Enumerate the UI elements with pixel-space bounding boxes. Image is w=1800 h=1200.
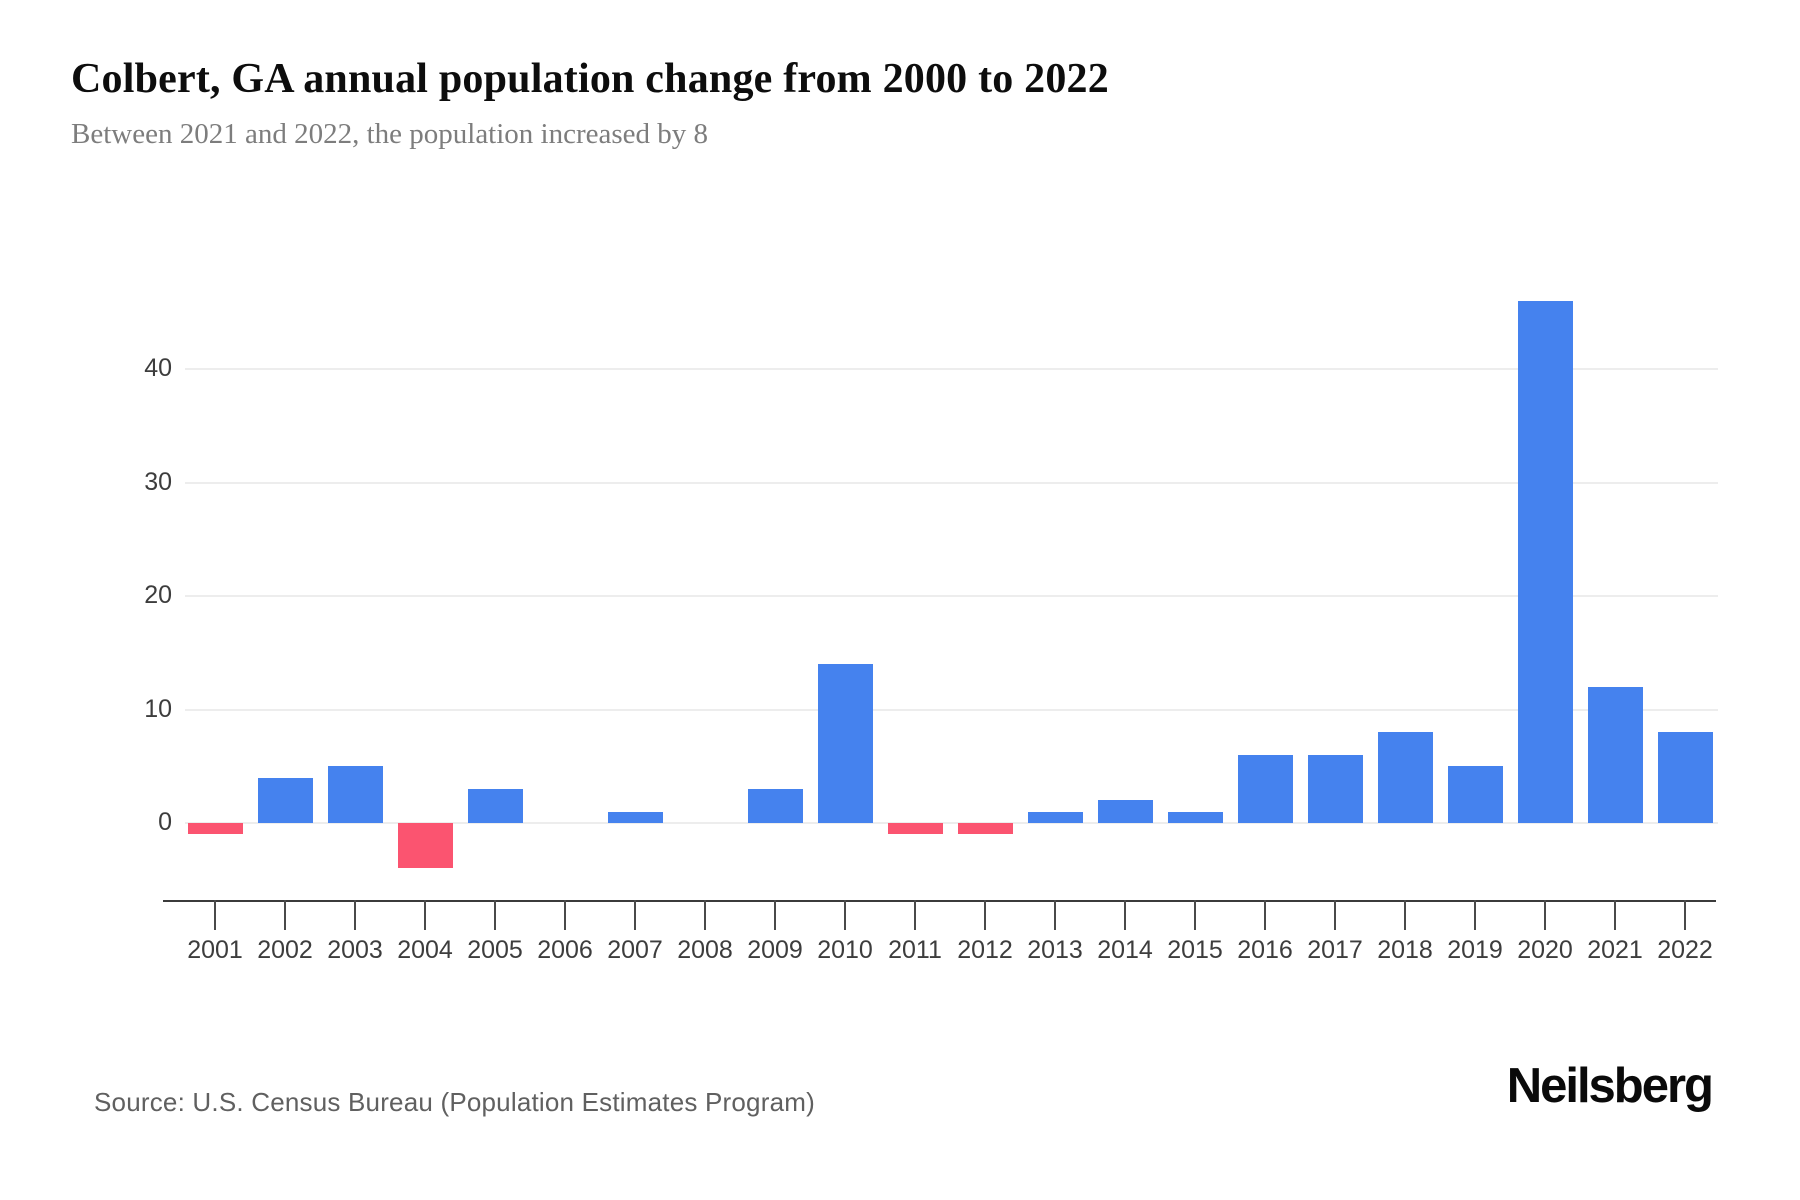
bar-2003 <box>327 766 383 823</box>
x-axis-label-2016: 2016 <box>1237 936 1293 964</box>
x-axis-label-2012: 2012 <box>957 936 1013 964</box>
chart-subtitle: Between 2021 and 2022, the population in… <box>71 118 709 150</box>
y-axis-label-0: 0 <box>158 808 172 836</box>
x-tick-2013 <box>1054 900 1056 930</box>
bar-2015 <box>1167 811 1223 823</box>
bar-2005 <box>467 788 523 823</box>
x-axis-label-2001: 2001 <box>187 936 243 964</box>
bar-2002 <box>257 777 313 823</box>
bar-2011 <box>887 823 943 835</box>
bar-2001 <box>187 823 243 835</box>
bar-2014 <box>1097 800 1153 823</box>
x-axis-label-2008: 2008 <box>677 936 733 964</box>
x-tick-2014 <box>1124 900 1126 930</box>
gridline-30 <box>185 481 1718 484</box>
bar-2021 <box>1587 686 1643 823</box>
y-axis-label-40: 40 <box>144 354 172 382</box>
y-axis-label-10: 10 <box>144 694 172 723</box>
bar-2004 <box>397 823 453 869</box>
x-axis-label-2014: 2014 <box>1097 936 1153 964</box>
y-axis-label-20: 20 <box>144 581 172 609</box>
x-axis-label-2009: 2009 <box>747 936 803 964</box>
x-tick-2003 <box>354 900 356 930</box>
x-tick-2021 <box>1614 900 1616 930</box>
bar-2009 <box>747 788 803 823</box>
x-tick-2004 <box>424 900 426 930</box>
x-tick-2015 <box>1194 900 1196 930</box>
x-tick-2017 <box>1334 900 1336 930</box>
plot-area: 0 10 20 30 40 2001 2002 2003 2004 2005 2006 2007 200… <box>144 300 1718 964</box>
bar-2018 <box>1377 732 1433 823</box>
bar-2022 <box>1657 732 1713 823</box>
x-tick-2016 <box>1264 900 1266 930</box>
bar-2012 <box>957 823 1013 835</box>
x-axis-label-2017: 2017 <box>1307 936 1363 964</box>
x-tick-2011 <box>914 900 916 930</box>
x-axis-label-2006: 2006 <box>537 936 593 964</box>
x-tick-2018 <box>1404 900 1406 930</box>
chart-title: Colbert, GA annual population change fro… <box>71 56 1109 102</box>
gridline-10 <box>185 708 1718 711</box>
x-axis-label-2019: 2019 <box>1447 936 1503 964</box>
x-axis-label-2022: 2022 <box>1657 936 1713 964</box>
gridline-20 <box>185 595 1718 597</box>
x-tick-2012 <box>984 900 986 930</box>
bar-2019 <box>1447 766 1503 823</box>
x-axis-label-2004: 2004 <box>397 936 453 964</box>
x-tick-2007 <box>634 900 636 930</box>
x-axis-label-2007: 2007 <box>607 936 663 964</box>
x-axis-label-2021: 2021 <box>1587 936 1643 964</box>
x-tick-2006 <box>564 900 566 930</box>
bar-2007 <box>607 811 663 823</box>
gridline-0 <box>185 822 1718 824</box>
x-tick-2019 <box>1474 900 1476 930</box>
bar-2016 <box>1237 754 1293 823</box>
x-axis-label-2010: 2010 <box>817 936 873 964</box>
x-tick-2022 <box>1684 900 1686 930</box>
gridline-40 <box>185 368 1718 370</box>
neilsberg-logo: Neilsberg <box>1506 1059 1714 1113</box>
bar-2020 <box>1517 300 1573 823</box>
x-axis-label-2018: 2018 <box>1377 936 1433 964</box>
source-note: Source: U.S. Census Bureau (Population E… <box>94 1087 815 1117</box>
x-tick-2002 <box>284 900 286 930</box>
x-axis-label-2013: 2013 <box>1027 936 1083 964</box>
x-axis-label-2020: 2020 <box>1517 936 1573 964</box>
x-tick-2009 <box>774 900 776 930</box>
x-tick-2008 <box>704 900 706 930</box>
x-axis-label-2015: 2015 <box>1167 936 1223 964</box>
y-axis-label-30: 30 <box>144 467 172 496</box>
x-tick-2010 <box>844 900 846 930</box>
x-axis-line <box>163 900 1716 902</box>
x-tick-2020 <box>1544 900 1546 930</box>
x-axis-label-2005: 2005 <box>467 936 523 964</box>
bar-2013 <box>1027 811 1083 823</box>
x-axis-label-2003: 2003 <box>327 936 383 964</box>
x-tick-2001 <box>214 900 216 930</box>
x-axis-label-2011: 2011 <box>888 936 942 964</box>
bar-2017 <box>1307 754 1363 823</box>
x-axis-label-2002: 2002 <box>257 936 313 964</box>
bar-2010 <box>817 664 873 823</box>
x-tick-2005 <box>494 900 496 930</box>
